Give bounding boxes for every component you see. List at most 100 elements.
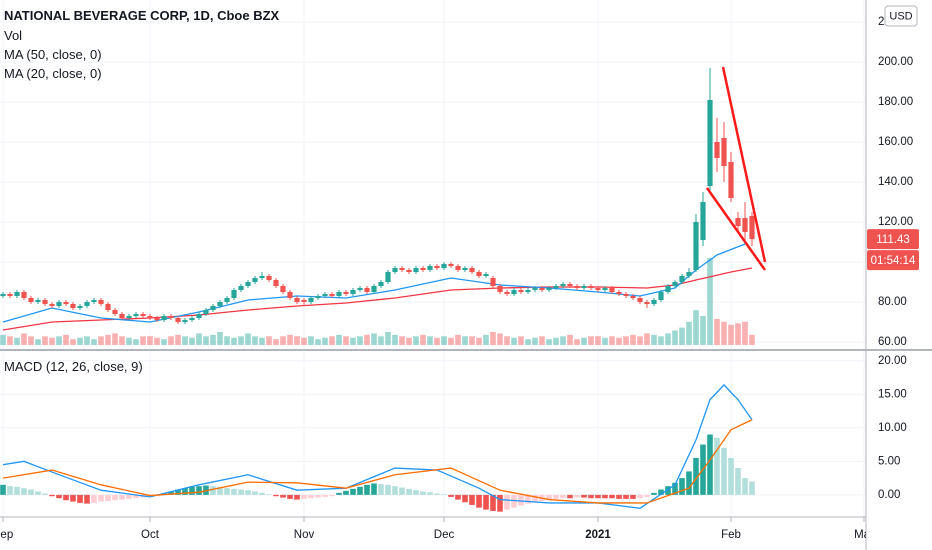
candle-body (644, 302, 650, 304)
macd-title: MACD (12, 26, close, 9) (4, 359, 143, 374)
macd-histogram-bar (63, 494, 69, 501)
volume-bar (532, 337, 538, 345)
volume-bar (273, 339, 279, 345)
candle-body (42, 300, 48, 304)
volume-bar (560, 336, 566, 345)
volume-bar (476, 337, 482, 345)
macd-histogram-bar (399, 487, 405, 495)
volume-bar (56, 336, 62, 345)
macd-histogram-bar (371, 483, 377, 495)
macd-histogram-bar (497, 494, 503, 512)
macd-histogram-bar (483, 494, 489, 510)
volume-bar (189, 337, 195, 345)
macd-histogram-bar (77, 494, 83, 503)
macd-histogram-bar (336, 492, 342, 495)
x-tick-label: Oct (141, 529, 160, 541)
volume-bar (455, 334, 461, 345)
candle-body (476, 272, 482, 276)
volume-bar (133, 339, 139, 345)
macd-histogram-bar (413, 490, 419, 495)
x-tick-label: Sep (0, 529, 13, 541)
candle-body (553, 286, 559, 288)
candle-body (742, 218, 748, 232)
macd-histogram-bar (28, 489, 34, 495)
volume-bar (721, 321, 727, 345)
macd-histogram-bar (644, 494, 650, 497)
volume-bar (329, 336, 335, 345)
candle-body (112, 310, 118, 314)
candle-body (518, 290, 524, 292)
macd-histogram-bar (749, 481, 755, 495)
candle-body (707, 100, 713, 186)
macd-histogram-bar (441, 494, 447, 495)
volume-bar (91, 339, 97, 345)
volume-bar (602, 337, 608, 345)
macd-histogram-bar (721, 447, 727, 495)
macd-histogram-bar (679, 478, 685, 495)
volume-bar (147, 336, 153, 345)
macd-histogram-bar (504, 494, 510, 510)
macd-histogram-bar (294, 494, 300, 500)
x-tick-label: 2021 (585, 529, 611, 541)
macd-histogram-bar (511, 494, 517, 508)
candle-body (308, 298, 314, 302)
candle-body (203, 310, 209, 314)
currency-badge[interactable] (884, 5, 918, 27)
legend-entry: Vol (4, 28, 22, 43)
y-tick-label: 20.00 (878, 355, 907, 367)
candle-body (469, 268, 475, 272)
macd-histogram-bar (595, 494, 601, 499)
volume-bar (525, 339, 531, 345)
macd-histogram-bar (252, 491, 258, 495)
macd-histogram-bar (532, 494, 538, 503)
volume-bar (154, 337, 160, 345)
volume-bar (749, 334, 755, 345)
candle-body (84, 302, 90, 306)
candle-body (105, 304, 111, 310)
macd-histogram-bar (518, 494, 524, 506)
candle-body (126, 316, 132, 318)
volume-bar (595, 336, 601, 345)
macd-histogram-bar (329, 494, 335, 497)
candle-body (672, 282, 678, 286)
volume-bar (448, 337, 454, 345)
candle-body (91, 300, 97, 302)
volume-bar (385, 331, 391, 345)
macd-histogram-bar (35, 491, 41, 495)
macd-histogram-bar (231, 488, 237, 495)
x-axis: Sep Oct Nov Dec 2021 Feb Mar (0, 517, 866, 541)
macd-histogram-bar (350, 488, 356, 495)
candle-body (266, 276, 272, 280)
candle-body (350, 290, 356, 294)
y-tick-label: 200.00 (878, 56, 913, 68)
candle-body (343, 292, 349, 294)
candle-body (497, 286, 503, 292)
volume-bar (168, 336, 174, 345)
macd-histogram-bar (287, 494, 293, 499)
macd-histogram-bar (728, 457, 734, 495)
candle-body (280, 286, 286, 292)
volume-bar (504, 336, 510, 345)
candle-body (364, 288, 370, 292)
macd-histogram-bar (637, 494, 643, 499)
volume-bar (392, 334, 398, 345)
currency[interactable]: USD (889, 10, 912, 22)
macd-histogram-bar (308, 494, 314, 499)
volume-bar (14, 337, 20, 345)
y-tick-label: 15.00 (878, 388, 907, 400)
candle-body (413, 268, 419, 272)
candle-body (175, 318, 181, 322)
macd-histogram-bar (168, 491, 174, 495)
macd-histogram-bar (693, 457, 699, 495)
candle-body (721, 138, 727, 166)
chart-title: NATIONAL BEVERAGE CORP, 1D, Cboe BZX (4, 8, 280, 23)
macd-histogram-bar (602, 494, 608, 499)
volume-bar (434, 337, 440, 345)
volume-bar (469, 336, 475, 345)
candle-body (693, 222, 699, 270)
volume-bar (483, 334, 489, 345)
macd-histogram-bar (105, 494, 111, 501)
candle-body (490, 278, 496, 286)
macd-histogram-bar (126, 494, 132, 499)
